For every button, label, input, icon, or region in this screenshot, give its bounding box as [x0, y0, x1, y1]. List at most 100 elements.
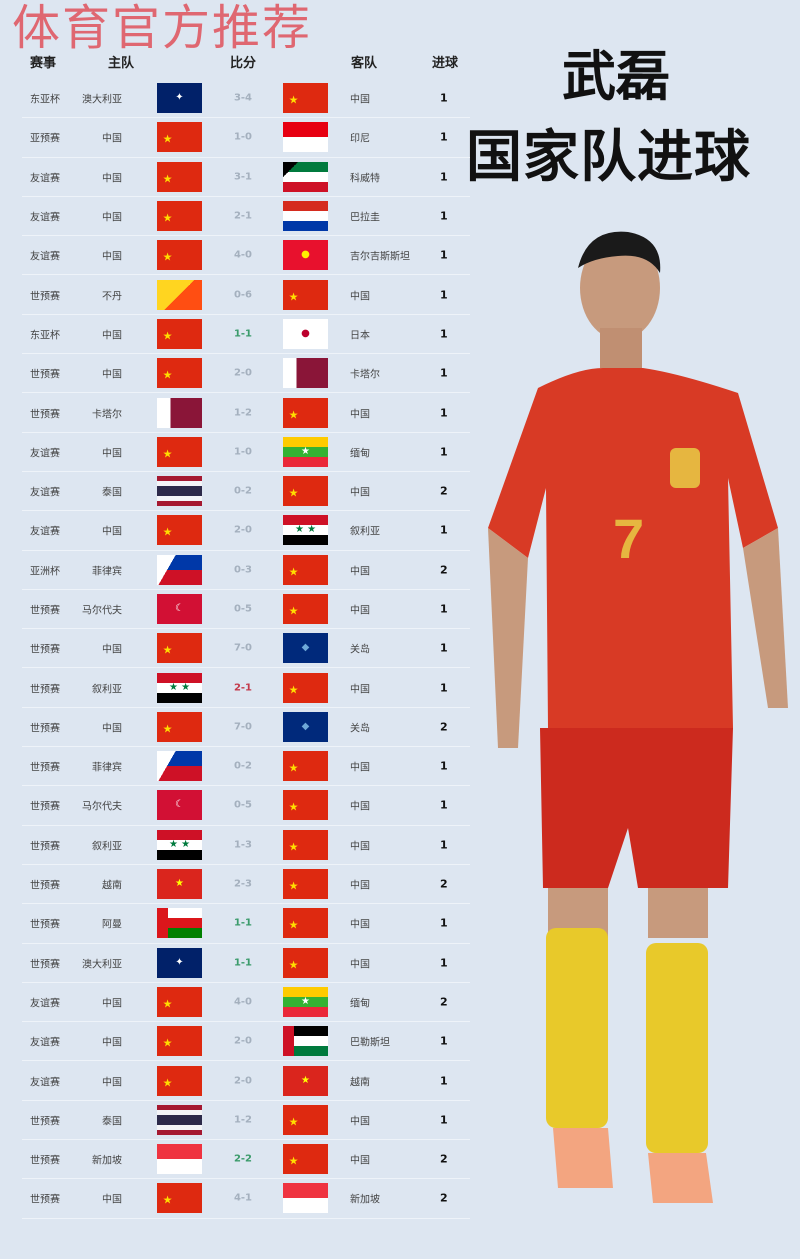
flag-emblem-icon: ★ [288, 565, 299, 579]
flag-emblem-icon: ★ [288, 486, 299, 500]
home-flag-au-icon: ✦ [157, 947, 202, 978]
home-team: 中国 [102, 1037, 122, 1049]
home-team: 中国 [102, 644, 122, 656]
flag-emblem-icon: ★ [301, 445, 310, 457]
flag-emblem-icon: ★ [162, 525, 173, 539]
competition: 世预赛 [30, 880, 60, 892]
goals-count: 1 [440, 170, 448, 184]
goals-count: 1 [440, 1113, 448, 1127]
away-team: 中国 [350, 919, 370, 931]
flag-emblem-icon: ★ [162, 132, 173, 146]
home-flag-cn-icon: ★ [157, 633, 202, 664]
flag-emblem-icon: ★ [162, 722, 173, 736]
competition: 东亚杯 [30, 94, 60, 106]
flag-emblem-icon: ★ [162, 368, 173, 382]
competition: 友谊赛 [30, 448, 60, 460]
home-flag-cn-icon: ★ [157, 1026, 202, 1057]
competition: 友谊赛 [30, 998, 60, 1010]
flag-emblem-icon: ★ [162, 1036, 173, 1050]
table-row: 世预赛 澳大利亚 ✦ 1-1 ★ 中国 1 [22, 944, 470, 983]
competition: 世预赛 [30, 919, 60, 931]
score: 7-0 [233, 721, 253, 733]
home-team: 中国 [102, 526, 122, 538]
table-row: 世预赛 越南 ★ 2-3 ★ 中国 2 [22, 865, 470, 905]
flag-emblem-icon: ★ [162, 447, 173, 461]
goals-count: 2 [440, 995, 448, 1009]
away-flag-vn-icon: ★ [283, 1065, 328, 1096]
competition: 世预赛 [30, 801, 60, 813]
away-flag-cn-icon: ★ [283, 1104, 328, 1135]
flag-emblem-icon: ★ [162, 643, 173, 657]
away-flag-cn-icon: ★ [283, 476, 328, 507]
table-row: 友谊赛 中国 ★ 4-0 ● 吉尔吉斯斯坦 1 [22, 236, 470, 276]
competition: 亚预赛 [30, 133, 60, 145]
competition: 世预赛 [30, 644, 60, 656]
away-flag-cn-icon: ★ [283, 554, 328, 585]
flag-emblem-icon: ◆ [301, 642, 310, 654]
flag-emblem-icon: ✦ [175, 92, 184, 104]
flag-emblem-icon: ★ [162, 172, 173, 186]
score: 0-5 [233, 603, 253, 615]
home-flag-vn-icon: ★ [157, 869, 202, 900]
home-team: 新加坡 [92, 1155, 122, 1167]
score: 2-1 [233, 682, 253, 694]
flag-emblem-icon: ★ [162, 1076, 173, 1090]
away-team: 中国 [350, 409, 370, 421]
score: 2-0 [233, 1075, 253, 1087]
flag-emblem-icon: ★ [288, 761, 299, 775]
flag-emblem-icon: ★ ★ [294, 524, 317, 536]
home-team: 中国 [102, 448, 122, 460]
header-away: 客队 [351, 56, 378, 71]
score: 2-1 [233, 210, 253, 222]
home-team: 中国 [102, 173, 122, 185]
home-team: 不丹 [102, 291, 122, 303]
goals-count: 1 [440, 916, 448, 930]
table-row: 友谊赛 中国 ★ 1-0 ★ 缅甸 1 [22, 433, 470, 472]
home-team: 中国 [102, 369, 122, 381]
watermark-text: 体育官方推荐 [12, 0, 313, 56]
home-flag-ph-icon [157, 554, 202, 585]
home-flag-au-icon: ✦ [157, 83, 202, 114]
flag-emblem-icon: ◆ [301, 720, 310, 732]
flag-emblem-icon: ● [301, 249, 310, 261]
score: 2-3 [233, 878, 253, 890]
away-team: 中国 [350, 1155, 370, 1167]
flag-emblem-icon: ★ [288, 604, 299, 618]
home-flag-qa-icon [157, 397, 202, 428]
home-team: 中国 [102, 251, 122, 263]
away-team: 中国 [350, 880, 370, 892]
away-flag-cn-icon: ★ [283, 751, 328, 782]
home-flag-th-icon [157, 1104, 202, 1135]
competition: 世预赛 [30, 841, 60, 853]
competition: 世预赛 [30, 1194, 60, 1206]
away-team: 中国 [350, 684, 370, 696]
header-competition: 赛事 [30, 56, 57, 71]
score: 7-0 [233, 642, 253, 654]
home-team: 中国 [102, 723, 122, 735]
away-team: 越南 [350, 1077, 370, 1089]
competition: 世预赛 [30, 291, 60, 303]
home-team: 中国 [102, 1194, 122, 1206]
competition: 东亚杯 [30, 330, 60, 342]
away-flag-gu-icon: ◆ [283, 633, 328, 664]
header-home: 主队 [108, 56, 135, 71]
home-flag-cn-icon: ★ [157, 318, 202, 349]
away-team: 叙利亚 [350, 526, 380, 538]
table-row: 世预赛 马尔代夫 ☾ 0-5 ★ 中国 1 [22, 590, 470, 630]
score: 0-2 [233, 485, 253, 497]
table-row: 世预赛 中国 ★ 7-0 ◆ 关岛 2 [22, 708, 470, 748]
flag-emblem-icon: ★ [175, 878, 184, 890]
away-flag-kw-icon [283, 161, 328, 192]
score: 0-2 [233, 760, 253, 772]
table-row: 世预赛 卡塔尔 1-2 ★ 中国 1 [22, 393, 470, 433]
table-row: 世预赛 新加坡 2-2 ★ 中国 2 [22, 1140, 470, 1180]
away-team: 中国 [350, 762, 370, 774]
goals-count: 1 [440, 288, 448, 302]
flag-emblem-icon: ★ [288, 1115, 299, 1129]
table-row: 世预赛 泰国 1-2 ★ 中国 1 [22, 1101, 470, 1141]
away-team: 中国 [350, 841, 370, 853]
away-team: 中国 [350, 959, 370, 971]
competition: 世预赛 [30, 369, 60, 381]
away-team: 中国 [350, 1116, 370, 1128]
goals-count: 1 [440, 1074, 448, 1088]
